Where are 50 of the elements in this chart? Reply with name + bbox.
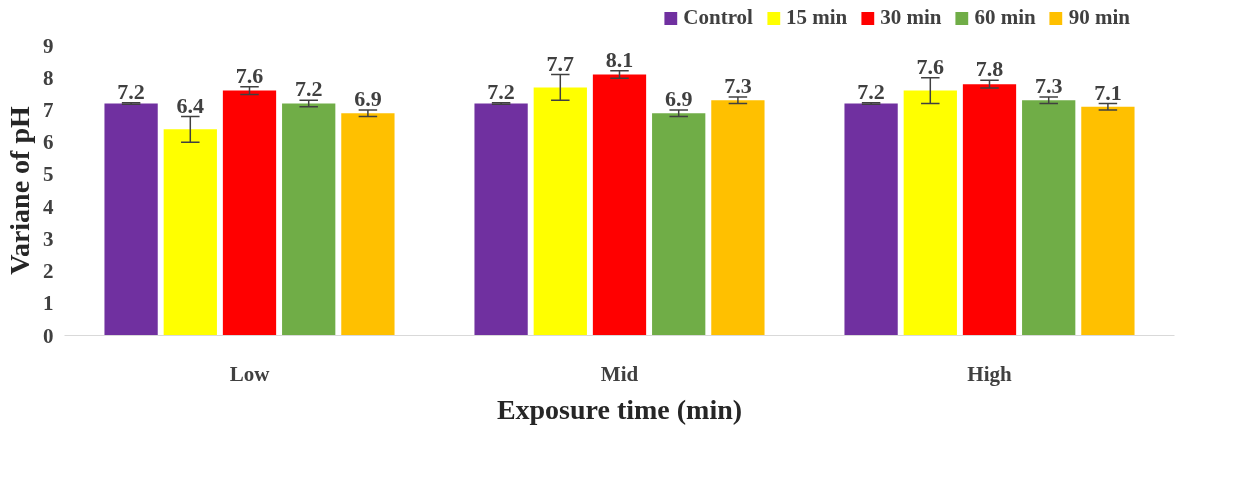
data-label: 7.6 [235,62,264,88]
y-tick-label: 0 [43,323,54,348]
y-tick-label: 5 [43,162,54,187]
y-axis-title: Variane of pH [4,106,35,275]
bar [652,113,706,336]
y-tick-label: 1 [43,291,54,316]
bar [341,113,395,336]
data-label: 7.7 [546,50,575,76]
x-tick-label: High [967,361,1012,386]
legend-label: 60 min [974,5,1036,30]
bar [104,103,158,336]
data-label: 7.2 [487,78,515,104]
bar [962,84,1017,336]
y-tick-label: 8 [43,65,54,90]
y-tick-label: 6 [43,130,54,155]
data-label: 7.6 [916,53,945,79]
bar [1081,106,1135,336]
data-label: 7.3 [724,73,752,99]
bar [474,103,528,336]
data-label: 7.3 [1034,73,1063,99]
data-label: 6.9 [354,86,382,112]
y-tick-label: 4 [43,194,54,219]
legend-label: 90 min [1068,5,1130,30]
x-tick-label: Mid [600,361,639,386]
bar [222,90,277,336]
data-label: 6.9 [664,86,693,112]
legend-label: 30 min [880,5,942,30]
y-tick-label: 2 [43,259,54,284]
x-axis-title: Exposure time (min) [496,393,743,425]
legend-label: Control [683,5,753,30]
bar [282,103,336,336]
data-label: 6.4 [176,92,205,118]
legend-label: 15 min [785,5,848,30]
data-label: 7.2 [857,78,885,104]
y-tick-label: 9 [43,33,54,58]
x-tick-label: Low [229,361,271,386]
data-label: 7.8 [975,56,1004,82]
bar [711,100,765,336]
bar [163,129,217,336]
data-label: 7.2 [294,76,323,102]
y-tick-label: 7 [43,97,54,122]
bar [844,103,898,336]
bar [1022,100,1076,336]
y-tick-label: 3 [43,226,54,251]
bar [903,90,957,336]
bar [533,87,587,336]
bar [592,74,647,336]
data-label: 7.1 [1094,79,1122,105]
data-label: 8.1 [605,46,634,72]
data-label: 7.2 [117,78,145,104]
